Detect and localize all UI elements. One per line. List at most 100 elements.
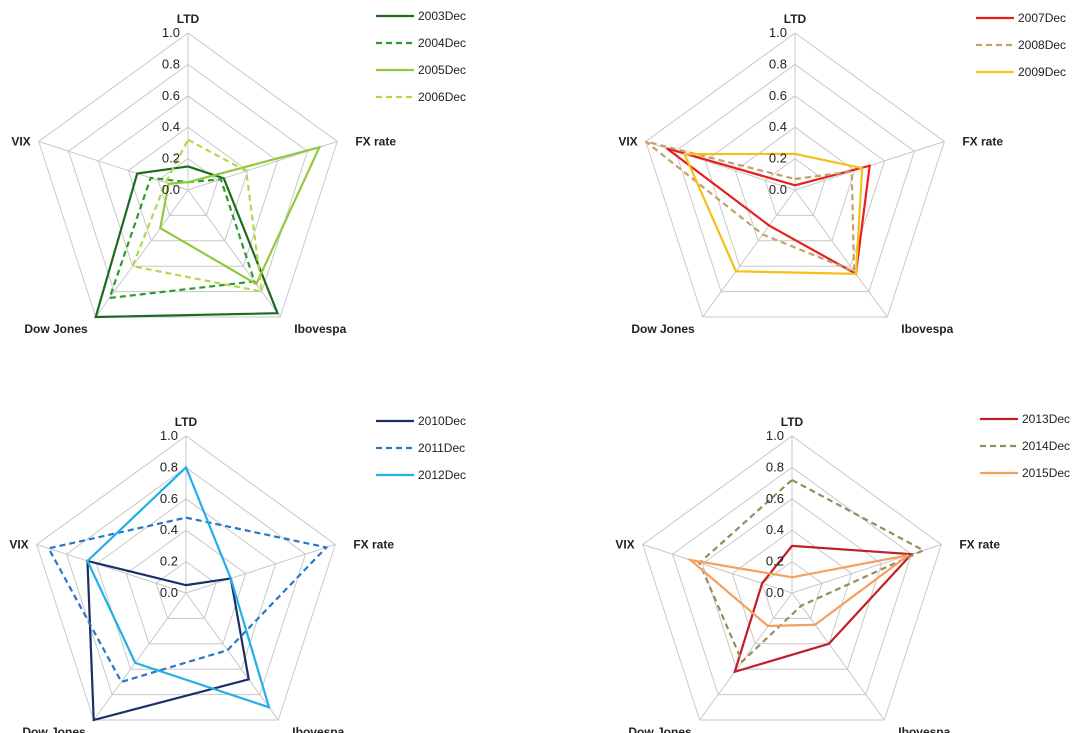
axis-spoke (791, 592, 885, 721)
grid-ring (731, 529, 853, 645)
axis-label-vix: VIX (618, 134, 637, 148)
tick-label: 0.2 (769, 151, 787, 166)
series-line-2005Dec (159, 145, 322, 286)
axis-spoke (185, 592, 279, 721)
axis-spoke (187, 189, 281, 318)
series-line-2003Dec (94, 165, 280, 319)
axis-label-ltd: LTD (175, 415, 198, 429)
axis-spoke (699, 592, 793, 721)
grid-ring (127, 126, 249, 242)
axis-label-fx-rate: FX rate (959, 537, 1000, 551)
series-line-2004Dec (107, 176, 256, 300)
axis-label-dow-jones: Dow Jones (628, 725, 692, 733)
tick-label: 0.2 (160, 554, 178, 569)
series-line-2014Dec (698, 478, 926, 664)
tick-label: 1.0 (769, 25, 787, 40)
axis-label-ibovespa: Ibovespa (901, 322, 953, 336)
axis-label-ibovespa: Ibovespa (294, 322, 346, 336)
series-line-2012Dec (86, 465, 271, 710)
legend-label: 2012Dec (418, 468, 466, 482)
series-line-2015Dec (686, 554, 910, 628)
axis-label-fx-rate: FX rate (353, 537, 394, 551)
tick-label: 0.0 (769, 182, 787, 197)
axis-label-fx-rate: FX rate (355, 134, 396, 148)
tick-label: 0.0 (160, 585, 178, 600)
series-line-2007Dec (665, 147, 871, 276)
axis-label-ltd: LTD (784, 12, 807, 26)
grid-ring (97, 95, 279, 267)
axis-spoke (95, 189, 189, 318)
grid-ring (95, 498, 277, 670)
axis-label-dow-jones: Dow Jones (22, 725, 86, 733)
tick-label: 0.8 (766, 459, 784, 474)
grid-ring (642, 435, 942, 721)
grid-ring (36, 435, 336, 721)
grid-ring (67, 63, 309, 293)
series-line-2013Dec (733, 544, 914, 674)
series-line-2009Dec (682, 152, 864, 275)
grid-ring (761, 560, 823, 619)
legend-label: 2015Dec (1022, 466, 1070, 480)
axis-spoke (36, 544, 187, 594)
axis-spoke (791, 544, 942, 594)
series-line-2011Dec (46, 516, 329, 684)
tick-label: 0.8 (769, 56, 787, 71)
legend-label: 2013Dec (1022, 412, 1070, 426)
axis-label-dow-jones: Dow Jones (24, 322, 88, 336)
legend-label: 2010Dec (418, 414, 466, 428)
legend-label: 2005Dec (418, 63, 466, 77)
tick-label: 0.4 (162, 119, 180, 134)
tick-label: 0.4 (769, 119, 787, 134)
axis-spoke (702, 189, 796, 318)
axis-label-ibovespa: Ibovespa (898, 725, 950, 733)
tick-label: 0.0 (766, 585, 784, 600)
legend-label: 2009Dec (1018, 65, 1066, 79)
axis-label-ltd: LTD (177, 12, 200, 26)
legend-label: 2008Dec (1018, 38, 1066, 52)
legend-label: 2011Dec (418, 441, 465, 455)
series-line-2006Dec (131, 138, 264, 293)
legend-label: 2014Dec (1022, 439, 1070, 453)
axis-label-ltd: LTD (781, 415, 804, 429)
tick-label: 0.6 (769, 88, 787, 103)
legend-label: 2004Dec (418, 36, 466, 50)
grid-ring (125, 529, 247, 645)
tick-label: 0.4 (766, 522, 784, 537)
grid-ring (38, 32, 338, 318)
tick-label: 0.6 (160, 491, 178, 506)
axis-spoke (642, 544, 793, 594)
axis-spoke (794, 189, 888, 318)
axis-label-ibovespa: Ibovespa (292, 725, 344, 733)
axis-spoke (38, 141, 189, 191)
axis-spoke (185, 544, 336, 594)
tick-label: 1.0 (160, 428, 178, 443)
grid-ring (645, 32, 945, 318)
legend-label: 2007Dec (1018, 11, 1066, 25)
tick-label: 1.0 (766, 428, 784, 443)
series-line-2008Dec (644, 140, 856, 273)
series-line-2010Dec (86, 559, 251, 722)
tick-label: 0.6 (766, 491, 784, 506)
grid-ring (674, 63, 916, 293)
tick-label: 0.2 (162, 151, 180, 166)
axis-label-vix: VIX (9, 537, 28, 551)
tick-label: 0.4 (160, 522, 178, 537)
axis-label-vix: VIX (615, 537, 634, 551)
axis-label-vix: VIX (11, 134, 30, 148)
legend-label: 2003Dec (418, 9, 466, 23)
grid-ring (701, 498, 883, 670)
grid-ring (704, 95, 886, 267)
tick-label: 0.8 (162, 56, 180, 71)
axis-spoke (93, 592, 187, 721)
legend-label: 2006Dec (418, 90, 466, 104)
tick-label: 0.6 (162, 88, 180, 103)
axis-label-fx-rate: FX rate (962, 134, 1003, 148)
tick-label: 0.2 (766, 554, 784, 569)
axis-label-dow-jones: Dow Jones (631, 322, 695, 336)
grid-ring (671, 466, 913, 696)
